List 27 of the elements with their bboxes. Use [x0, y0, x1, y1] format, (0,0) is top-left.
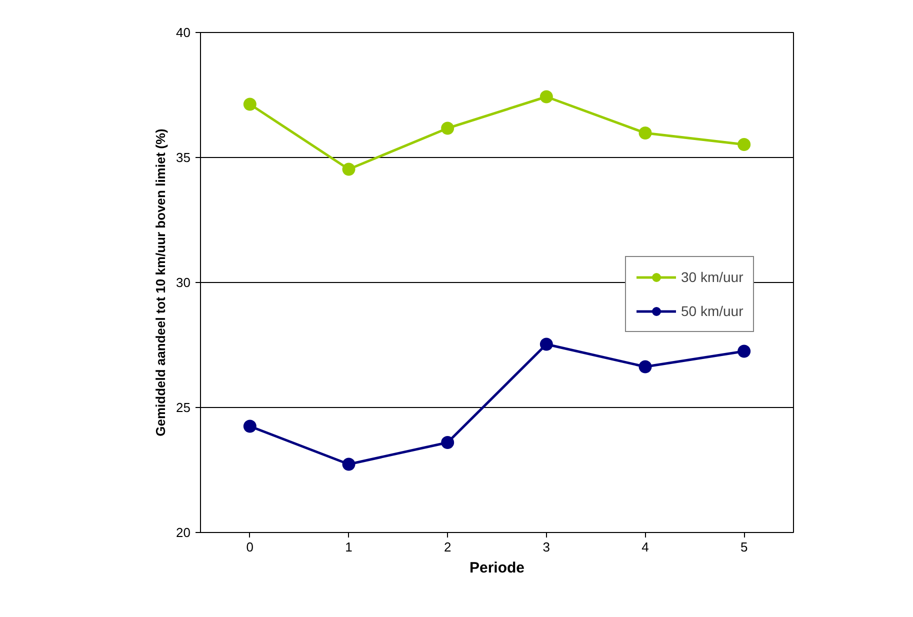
point — [243, 420, 256, 433]
x-tick-label: 5 — [740, 540, 748, 554]
y-tick-label: 25 — [176, 400, 191, 415]
x-tick-label: 2 — [444, 540, 452, 554]
point — [738, 138, 751, 151]
point — [342, 458, 356, 471]
x-tick-label: 3 — [542, 540, 550, 554]
point — [540, 90, 553, 104]
point — [738, 344, 751, 358]
x-tick-label: 1 — [345, 540, 352, 554]
point — [441, 122, 454, 135]
point — [441, 436, 454, 449]
point — [638, 126, 652, 140]
legend-label: 50 km/uur — [681, 303, 744, 319]
y-axis-title: Gemiddeld aandeel tot 10 km/uur boven limiet (%) — [153, 128, 168, 436]
x-tick-label: 4 — [642, 540, 649, 554]
y-tick-label: 30 — [176, 275, 191, 290]
point — [342, 162, 356, 176]
point — [638, 360, 652, 374]
y-tick-label: 20 — [176, 525, 191, 540]
legend-label: 30 km/uur — [681, 269, 744, 285]
point — [243, 98, 256, 111]
point — [540, 338, 553, 351]
x-axis-title: Periode — [469, 560, 525, 576]
y-tick-label: 40 — [176, 25, 191, 40]
x-tick-label: 0 — [246, 540, 254, 554]
y-tick-label: 35 — [176, 150, 191, 165]
